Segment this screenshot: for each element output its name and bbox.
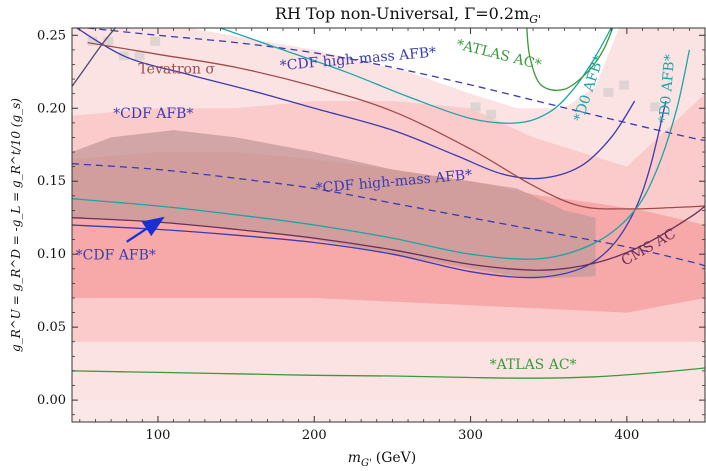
bg-grey-block	[134, 51, 145, 61]
x-tick-label: 100	[146, 428, 171, 443]
chart-title: RH Top non-Universal, Γ=0.2mG'	[275, 4, 541, 26]
label-tevatron: Tevatron σ	[138, 62, 215, 78]
bg-grey-block	[619, 80, 630, 90]
bg-grey-block	[470, 102, 481, 112]
y-tick-label: 0.10	[37, 247, 66, 262]
y-tick-label: 0.05	[37, 320, 66, 335]
y-tick-label: 0.15	[37, 174, 66, 189]
bg-grey-block	[603, 87, 614, 97]
curve-d0-afb-upper	[220, 28, 612, 124]
y-tick-label: 0.00	[37, 393, 66, 408]
y-tick-label: 0.20	[37, 101, 66, 116]
x-tick-label: 300	[458, 428, 483, 443]
label-atlas-lower: *ATLAS AC*	[490, 357, 577, 373]
bg-grey-block	[150, 36, 161, 46]
x-tick-label: 400	[614, 428, 639, 443]
bg-bottom	[72, 400, 705, 422]
y-tick-label: 0.25	[37, 28, 66, 43]
axis-ticks: 100 200 300 400 0.00 0.05 0.10 0.15 0.20 0.25	[37, 28, 706, 443]
curve-cdf-afb-upper	[76, 28, 636, 180]
curve-d0-afb-lower	[72, 49, 691, 260]
label-cdf-afb-lower: *CDF AFB*	[76, 248, 156, 264]
bg-white-top	[189, 28, 619, 109]
x-tick-label: 200	[302, 428, 327, 443]
curve-cdf-high-mass-afb-upper	[87, 28, 705, 142]
bg-grey-block	[103, 36, 114, 46]
bg-grey-block	[87, 36, 98, 46]
curve-atlas-ac-lower	[72, 367, 705, 379]
curve-cms-ac	[72, 205, 705, 271]
arrow-cdf-afb	[126, 216, 165, 243]
label-cdf-afb-upper: *CDF AFB*	[113, 106, 193, 122]
y-axis-label: g_R^U = g_R^D = -g_L = g_R^t/10 (g_s)	[9, 98, 23, 352]
curve-cdf-afb-lower	[72, 100, 667, 279]
density-background	[72, 28, 705, 422]
curve-layer	[72, 28, 705, 379]
curve-tevatron-edge	[72, 28, 117, 87]
label-d0-right: *D0 AFB*	[656, 54, 678, 124]
bg-grey-block	[486, 109, 497, 119]
x-axis-label: mG' (GeV)	[348, 450, 417, 469]
curve-cdf-high-mass-afb-lower	[72, 163, 705, 267]
curve-tevatron-sigma	[87, 41, 705, 210]
curve-atlas-ac-upper	[526, 28, 614, 91]
bg-grey-band	[72, 130, 596, 279]
bg-grey-block	[650, 102, 661, 112]
